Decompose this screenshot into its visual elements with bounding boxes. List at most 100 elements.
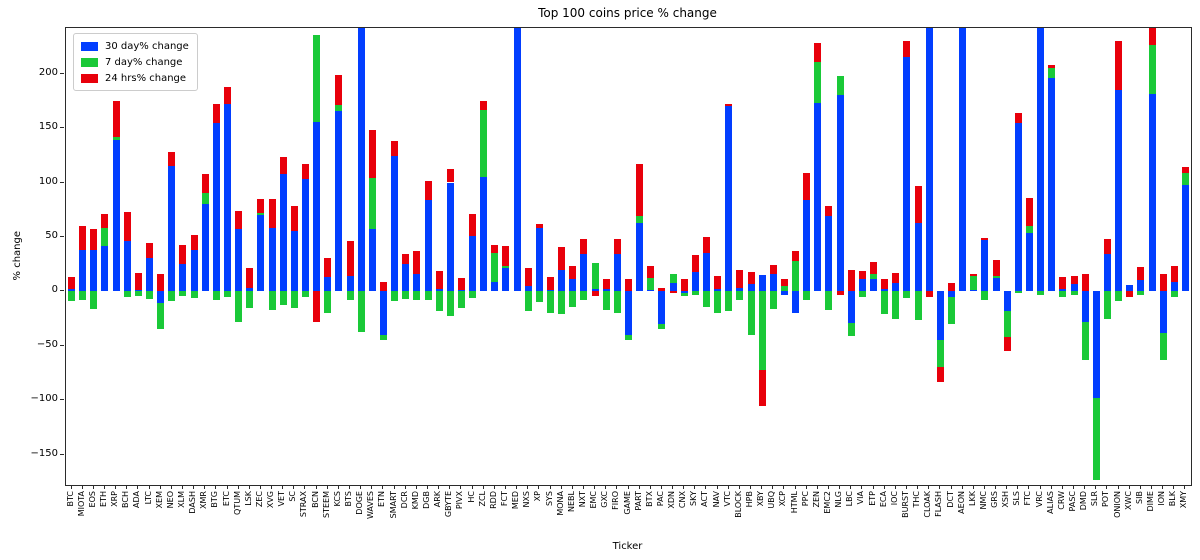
bar-segment-PPC: [803, 172, 811, 200]
x-tick-mark: [571, 485, 573, 489]
y-tick-mark: [60, 290, 64, 292]
bar-segment-DMD: [1081, 321, 1089, 360]
bar-segment-VIA: [858, 279, 866, 292]
x-tick-mark: [738, 485, 740, 489]
x-tick-mark: [271, 485, 273, 489]
x-tick-label: DCR: [399, 491, 409, 509]
bar-segment-SLS: [1014, 122, 1022, 292]
x-tick-label: GXC: [600, 491, 610, 508]
bar-segment-DGB: [424, 181, 432, 200]
x-tick-label: PASC: [1068, 491, 1078, 512]
bar-segment-NEBL: [569, 279, 577, 292]
bar-segment-LBC: [847, 322, 855, 336]
x-tick-mark: [694, 485, 696, 489]
x-tick-mark: [237, 485, 239, 489]
bar-segment-ION: [1159, 273, 1167, 292]
bar-segment-NEO: [168, 291, 176, 302]
legend-swatch-24hrs-icon: [81, 73, 98, 83]
x-axis-label: Ticker: [612, 541, 643, 552]
bar-segment-EOS: [90, 249, 98, 292]
bar-segment-ETP: [870, 273, 878, 280]
bar-segment-BURST: [903, 291, 911, 298]
x-tick-mark: [1017, 485, 1019, 489]
bar-segment-XVG: [268, 198, 276, 229]
bar-segment-BCH: [123, 211, 131, 242]
bar-segment-MIOTA: [79, 249, 87, 292]
x-tick-label: GRS: [990, 491, 1000, 508]
x-tick-mark: [783, 485, 785, 489]
x-tick-mark: [349, 485, 351, 489]
x-tick-label: PART: [633, 491, 643, 511]
bar-segment-GRS: [992, 259, 1000, 277]
x-tick-mark: [905, 485, 907, 489]
bar-segment-DASH: [190, 234, 198, 250]
bar-segment-CLOAK: [925, 28, 933, 292]
bar-segment-NLG: [836, 75, 844, 96]
bar-segment-CRW: [1059, 289, 1067, 292]
bar-segment-SLS: [1014, 112, 1022, 123]
x-tick-label: UBQ: [767, 491, 777, 509]
bar-segment-DASH: [190, 291, 198, 298]
x-tick-mark: [337, 485, 339, 489]
bar-segment-EMC: [591, 263, 599, 290]
x-tick-label: FTC: [1023, 491, 1033, 506]
bar-segment-PIVX: [457, 291, 465, 308]
y-tick-mark: [60, 127, 64, 129]
bar-segment-ETP: [870, 279, 878, 292]
x-tick-label: IOC: [889, 491, 899, 506]
x-tick-mark: [939, 485, 941, 489]
x-tick-label: BTX: [644, 491, 654, 507]
x-tick-label: STRAX: [299, 491, 309, 518]
bar-segment-ONION: [1115, 291, 1123, 302]
y-tick-mark: [60, 399, 64, 401]
x-tick-mark: [115, 485, 117, 489]
bar-segment-VRC: [1037, 291, 1045, 295]
x-tick-label: DGB: [422, 491, 431, 509]
bar-segment-GAME: [625, 334, 632, 341]
bar-segment-BTG: [212, 122, 220, 292]
bar-segment-LSK: [246, 288, 254, 292]
x-tick-mark: [360, 485, 362, 489]
legend-item-24hrs: 24 hrs% change: [81, 70, 189, 86]
bar-segment-XMR: [201, 204, 209, 292]
x-tick-mark: [226, 485, 228, 489]
bar-segment-FTC: [1025, 232, 1033, 292]
bar-segment-ETH: [101, 228, 109, 246]
x-tick-label: BLOCK: [733, 491, 743, 518]
bar-segment-XLM: [179, 291, 187, 296]
x-tick-label: ETC: [221, 491, 231, 507]
x-tick-label: HC: [466, 491, 476, 503]
bar-segment-ALIAS: [1048, 78, 1056, 292]
x-tick-label: ADA: [132, 491, 142, 508]
bar-segment-QTUM: [235, 210, 243, 230]
x-tick-mark: [282, 485, 284, 489]
bar-segment-PASC: [1070, 276, 1078, 284]
bar-segment-KCS: [335, 105, 343, 111]
bar-segment-BLK: [1170, 291, 1178, 297]
bar-segment-ARK: [435, 291, 443, 311]
bar-segment-SLS: [1014, 291, 1022, 294]
x-tick-mark: [727, 485, 729, 489]
bar-segment-PIVX: [457, 278, 465, 291]
bar-segment-IOC: [892, 282, 900, 292]
bar-segment-ETC: [224, 291, 231, 297]
bar-segment-THC: [914, 185, 922, 223]
x-tick-mark: [137, 485, 139, 489]
x-tick-mark: [471, 485, 473, 489]
bar-segment-BTG: [212, 291, 220, 301]
x-tick-label: ZCL: [477, 491, 487, 507]
x-tick-label: XEM: [154, 491, 164, 509]
bar-segment-ZEC: [257, 212, 265, 216]
x-tick-label: NAV: [711, 491, 721, 508]
bar-segment-SMART: [391, 141, 399, 157]
bar-segment-MONA: [558, 246, 566, 270]
bar-segment-XDN: [669, 273, 677, 283]
bar-segment-MIOTA: [79, 226, 87, 250]
x-tick-label: SC: [288, 491, 298, 502]
bar-segment-VET: [279, 173, 287, 292]
bar-segment-BCN: [313, 291, 321, 322]
bar-segment-DMD: [1081, 291, 1089, 322]
bar-segment-ETN: [379, 334, 387, 341]
bar-segment-DCT: [948, 282, 956, 292]
